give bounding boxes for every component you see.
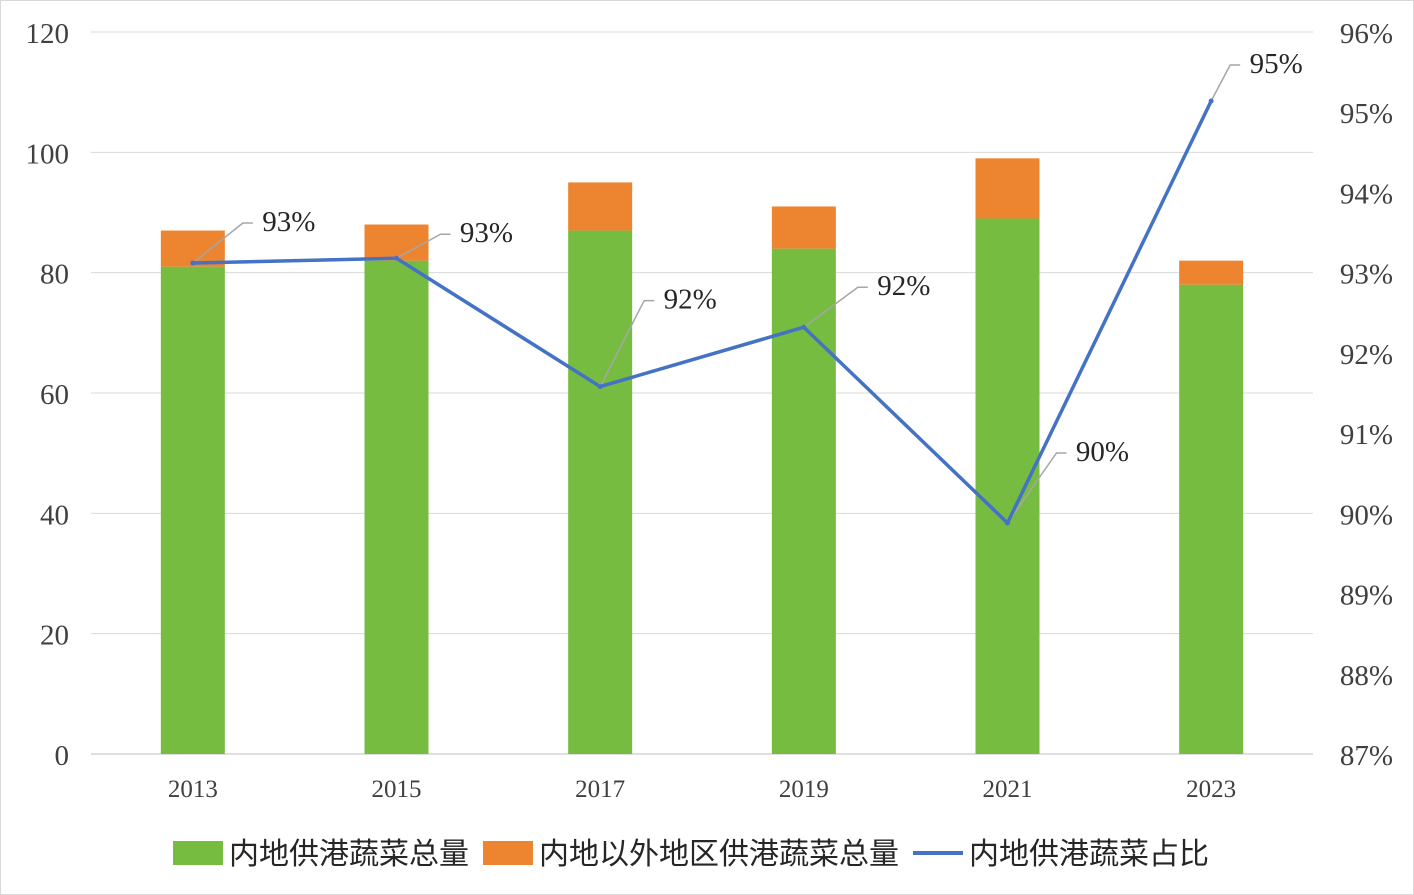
ratio-point-2017 bbox=[597, 384, 603, 390]
bar-mainland-2013 bbox=[160, 266, 225, 754]
ratio-line bbox=[190, 98, 1214, 526]
bar-other-2019 bbox=[771, 206, 836, 249]
x-axis-tick-label: 2019 bbox=[779, 776, 829, 803]
x-axis-tick-label: 2021 bbox=[983, 776, 1033, 803]
right-axis-tick-label: 93% bbox=[1340, 259, 1393, 291]
data-label-2013: 93% bbox=[262, 206, 315, 238]
ratio-point-2019 bbox=[801, 324, 807, 330]
leader-line-2015 bbox=[396, 233, 451, 259]
data-label-2017: 92% bbox=[664, 284, 717, 316]
left-axis-tick-label: 80 bbox=[40, 259, 69, 291]
right-axis-tick-label: 91% bbox=[1340, 419, 1393, 451]
data-label-2015: 93% bbox=[460, 217, 513, 249]
leader-line-2019 bbox=[803, 286, 868, 328]
right-axis-tick-label: 95% bbox=[1340, 98, 1393, 130]
right-axis-tick-label: 89% bbox=[1340, 580, 1393, 612]
leader-line-2013 bbox=[192, 222, 253, 264]
bar-other-2021 bbox=[975, 158, 1040, 219]
right-axis-tick-label: 92% bbox=[1340, 339, 1393, 371]
gridlines bbox=[91, 31, 1313, 755]
x-axis-tick-label: 2017 bbox=[575, 776, 625, 803]
left-axis-tick-label: 120 bbox=[26, 18, 70, 50]
bar-other-2023 bbox=[1179, 260, 1244, 285]
right-y-axis: 87% 88% 89% 90% 91% 92% 93% 94% 95% 96% bbox=[1340, 18, 1393, 772]
left-axis-tick-label: 0 bbox=[55, 740, 70, 772]
bar-other-2017 bbox=[568, 182, 633, 231]
right-axis-tick-label: 96% bbox=[1340, 18, 1393, 50]
left-axis-tick-label: 20 bbox=[40, 620, 69, 652]
left-axis-tick-label: 40 bbox=[40, 499, 69, 531]
leader-line-2017 bbox=[599, 299, 655, 387]
x-axis-tick-label: 2023 bbox=[1186, 776, 1236, 803]
legend-label-2: 内地供港蔬菜占比 bbox=[969, 837, 1209, 872]
right-axis-tick-label: 87% bbox=[1340, 740, 1393, 772]
label-leader-lines bbox=[192, 64, 1241, 524]
bar-mainland-2019 bbox=[771, 248, 836, 754]
bar-mainland-2023 bbox=[1179, 284, 1244, 754]
bars bbox=[160, 158, 1244, 755]
ratio-point-2021 bbox=[1005, 520, 1010, 526]
right-axis-tick-label: 88% bbox=[1340, 660, 1393, 692]
bar-mainland-2021 bbox=[975, 218, 1040, 754]
bar-other-2015 bbox=[364, 224, 429, 261]
data-label-2019: 92% bbox=[877, 270, 930, 302]
ratio-line-path bbox=[191, 99, 1213, 525]
leader-line-2023 bbox=[1210, 64, 1241, 102]
data-label-2023: 95% bbox=[1250, 48, 1303, 80]
left-axis-tick-label: 60 bbox=[40, 379, 69, 411]
leader-line-2021 bbox=[1006, 452, 1067, 524]
legend-swatch-0 bbox=[173, 841, 223, 865]
ratio-point-2013 bbox=[190, 260, 196, 266]
left-y-axis: 0 20 40 60 80 100 120 bbox=[26, 18, 70, 772]
data-label-2021: 90% bbox=[1076, 436, 1129, 468]
legend-label-0: 内地供港蔬菜总量 bbox=[229, 837, 469, 872]
x-axis-tick-label: 2013 bbox=[168, 776, 218, 803]
legend-label-1: 内地以外地区供港蔬菜总量 bbox=[539, 837, 899, 872]
left-axis-tick-label: 100 bbox=[26, 138, 70, 170]
ratio-point-2023 bbox=[1208, 98, 1214, 104]
x-axis: 2013 2015 2017 2019 2021 2023 bbox=[168, 776, 1236, 803]
legend-swatch-1 bbox=[483, 841, 533, 865]
data-labels: 93% 93% 92% 92% 90% 95% bbox=[262, 48, 1303, 468]
bar-mainland-2017 bbox=[568, 230, 633, 755]
right-axis-tick-label: 90% bbox=[1340, 499, 1393, 531]
legend: 内地供港蔬菜总量 内地以外地区供港蔬菜总量 内地供港蔬菜占比 bbox=[173, 837, 1209, 872]
ratio-point-2015 bbox=[394, 255, 399, 261]
x-axis-tick-label: 2015 bbox=[372, 776, 422, 803]
right-axis-tick-label: 94% bbox=[1340, 178, 1393, 210]
bar-mainland-2015 bbox=[364, 260, 429, 754]
